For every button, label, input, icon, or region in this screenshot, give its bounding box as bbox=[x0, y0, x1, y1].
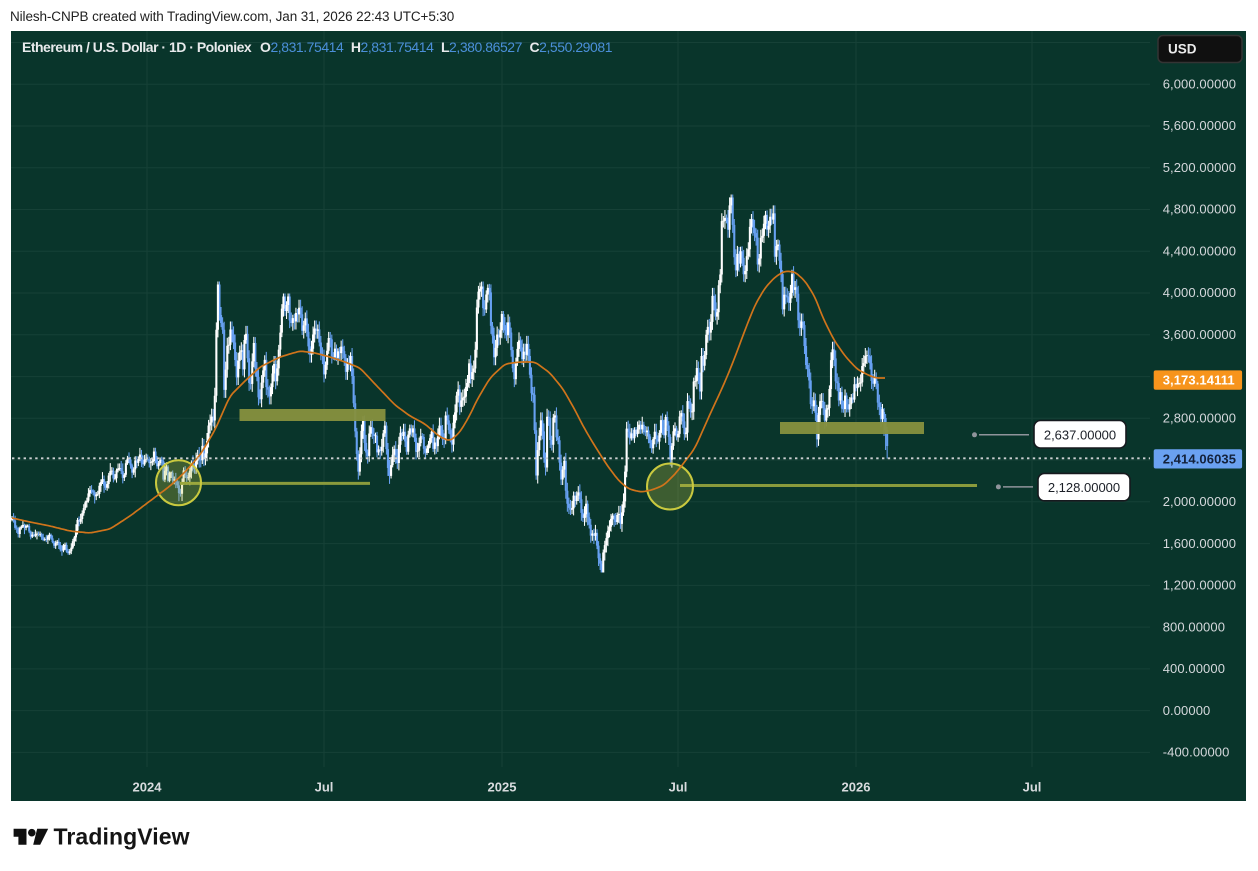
svg-text:1,200.00000: 1,200.00000 bbox=[1163, 578, 1236, 593]
svg-text:5,600.00000: 5,600.00000 bbox=[1163, 118, 1236, 133]
svg-text:800.00000: 800.00000 bbox=[1163, 619, 1225, 634]
svg-text:2,128.00000: 2,128.00000 bbox=[1048, 480, 1120, 495]
svg-text:2,637.00000: 2,637.00000 bbox=[1044, 427, 1116, 442]
svg-text:-400.00000: -400.00000 bbox=[1163, 745, 1230, 760]
svg-text:4,800.00000: 4,800.00000 bbox=[1163, 202, 1236, 217]
svg-text:0.00000: 0.00000 bbox=[1163, 703, 1211, 718]
svg-text:Jul: Jul bbox=[315, 780, 334, 795]
svg-text:6,000.00000: 6,000.00000 bbox=[1163, 76, 1236, 91]
svg-text:3,173.14111: 3,173.14111 bbox=[1163, 373, 1235, 388]
svg-text:TradingView: TradingView bbox=[54, 824, 190, 850]
svg-text:5,200.00000: 5,200.00000 bbox=[1163, 160, 1236, 175]
svg-text:USD: USD bbox=[1168, 42, 1197, 57]
svg-text:2,414.06035: 2,414.06035 bbox=[1163, 451, 1236, 466]
svg-text:2,000.00000: 2,000.00000 bbox=[1163, 494, 1236, 509]
svg-text:Jul: Jul bbox=[1023, 780, 1042, 795]
svg-text:3,600.00000: 3,600.00000 bbox=[1163, 327, 1236, 342]
svg-text:1,600.00000: 1,600.00000 bbox=[1163, 536, 1236, 551]
svg-text:4,400.00000: 4,400.00000 bbox=[1163, 243, 1236, 258]
svg-text:2024: 2024 bbox=[133, 780, 163, 795]
svg-text:Ethereum / U.S. Dollar · 1D ·: Ethereum / U.S. Dollar · 1D · Poloniex bbox=[22, 39, 252, 55]
svg-text:2025: 2025 bbox=[488, 780, 517, 795]
svg-text:Jul: Jul bbox=[669, 780, 688, 795]
svg-text:4,000.00000: 4,000.00000 bbox=[1163, 285, 1236, 300]
svg-text:2,800.00000: 2,800.00000 bbox=[1163, 411, 1236, 426]
svg-text:2026: 2026 bbox=[842, 780, 871, 795]
svg-text:400.00000: 400.00000 bbox=[1163, 661, 1225, 676]
